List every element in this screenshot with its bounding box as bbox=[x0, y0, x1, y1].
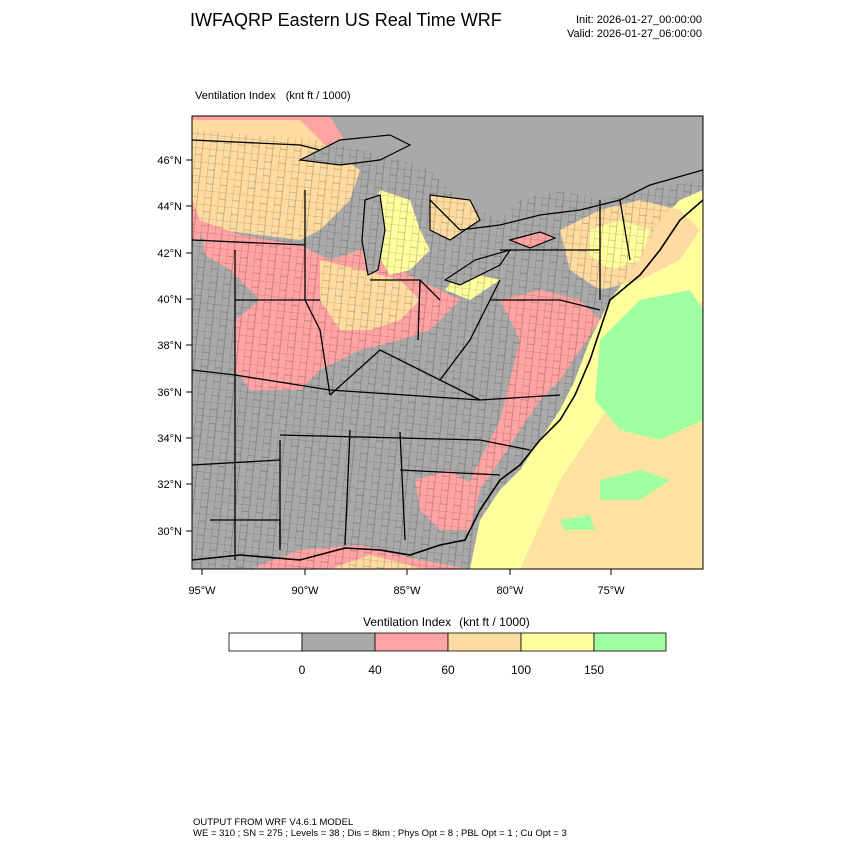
model-info-line2: WE = 310 ; SN = 275 ; Levels = 38 ; Dis … bbox=[193, 828, 567, 839]
lon-label-90: 90°W bbox=[291, 585, 319, 597]
init-time: Init: 2026-01-27_00:00:00 bbox=[576, 14, 702, 26]
colorbar-tick-100: 100 bbox=[511, 663, 531, 677]
offshore-green-patch bbox=[600, 470, 670, 500]
lat-axis: 46°N 44°N 42°N 40°N 38°N 36°N 34°N 32°N … bbox=[157, 155, 192, 538]
lat-label-40: 40°N bbox=[157, 294, 182, 306]
international-border bbox=[192, 139, 703, 231]
map-frame bbox=[191, 115, 704, 570]
colorbar-tick-60: 60 bbox=[441, 663, 455, 677]
lon-axis: 95°W 90°W 85°W 80°W 75°W bbox=[188, 569, 625, 597]
field-units: (knt ft / 1000) bbox=[285, 90, 351, 102]
colorbar-title-units: (knt ft / 1000) bbox=[459, 615, 530, 629]
lon-label-85: 85°W bbox=[393, 585, 421, 597]
offshore-green-patch-2 bbox=[560, 515, 595, 530]
lon-label-75: 75°W bbox=[597, 585, 625, 597]
canada-region bbox=[192, 116, 703, 220]
model-info-line1: OUTPUT FROM WRF V4.6.1 MODEL bbox=[193, 817, 354, 828]
lat-label-36: 36°N bbox=[157, 387, 182, 399]
county-lines bbox=[192, 130, 703, 569]
field-name: Ventilation Index bbox=[195, 90, 276, 102]
colorbar-bin-3 bbox=[447, 632, 522, 652]
lat-label-30: 30°N bbox=[157, 526, 182, 538]
lat-label-32: 32°N bbox=[157, 479, 182, 491]
colorbar-tick-150: 150 bbox=[584, 663, 604, 677]
colorbar-bin-5 bbox=[593, 632, 667, 652]
colorbar-bin-2 bbox=[374, 632, 449, 652]
plot-title: IWFAQRP Eastern US Real Time WRF bbox=[190, 10, 502, 30]
lat-label-38: 38°N bbox=[157, 340, 182, 352]
lon-label-95: 95°W bbox=[188, 585, 216, 597]
colorbar-title-name: Ventilation Index bbox=[363, 615, 452, 629]
colorbar-tick-40: 40 bbox=[368, 663, 382, 677]
colorbar-title: Ventilation Index (knt ft / 1000) bbox=[363, 615, 530, 629]
colorbar-bin-4 bbox=[520, 632, 595, 652]
map-area bbox=[192, 116, 703, 569]
colorbar: 0 40 60 100 150 bbox=[228, 632, 667, 677]
field-label: Ventilation Index (knt ft / 1000) bbox=[195, 90, 351, 102]
lat-label-46: 46°N bbox=[157, 155, 182, 167]
offshore-green-region bbox=[595, 290, 703, 440]
lat-label-34: 34°N bbox=[157, 433, 182, 445]
colorbar-bin-1 bbox=[301, 632, 376, 652]
coastline bbox=[192, 199, 703, 561]
state-borders bbox=[192, 190, 631, 560]
lon-label-80: 80°W bbox=[496, 585, 524, 597]
colorbar-bin-0 bbox=[228, 632, 303, 652]
colorbar-tick-0: 0 bbox=[299, 663, 306, 677]
lat-label-44: 44°N bbox=[157, 201, 182, 213]
lat-label-42: 42°N bbox=[157, 248, 182, 260]
valid-time: Valid: 2026-01-27_06:00:00 bbox=[567, 28, 702, 40]
